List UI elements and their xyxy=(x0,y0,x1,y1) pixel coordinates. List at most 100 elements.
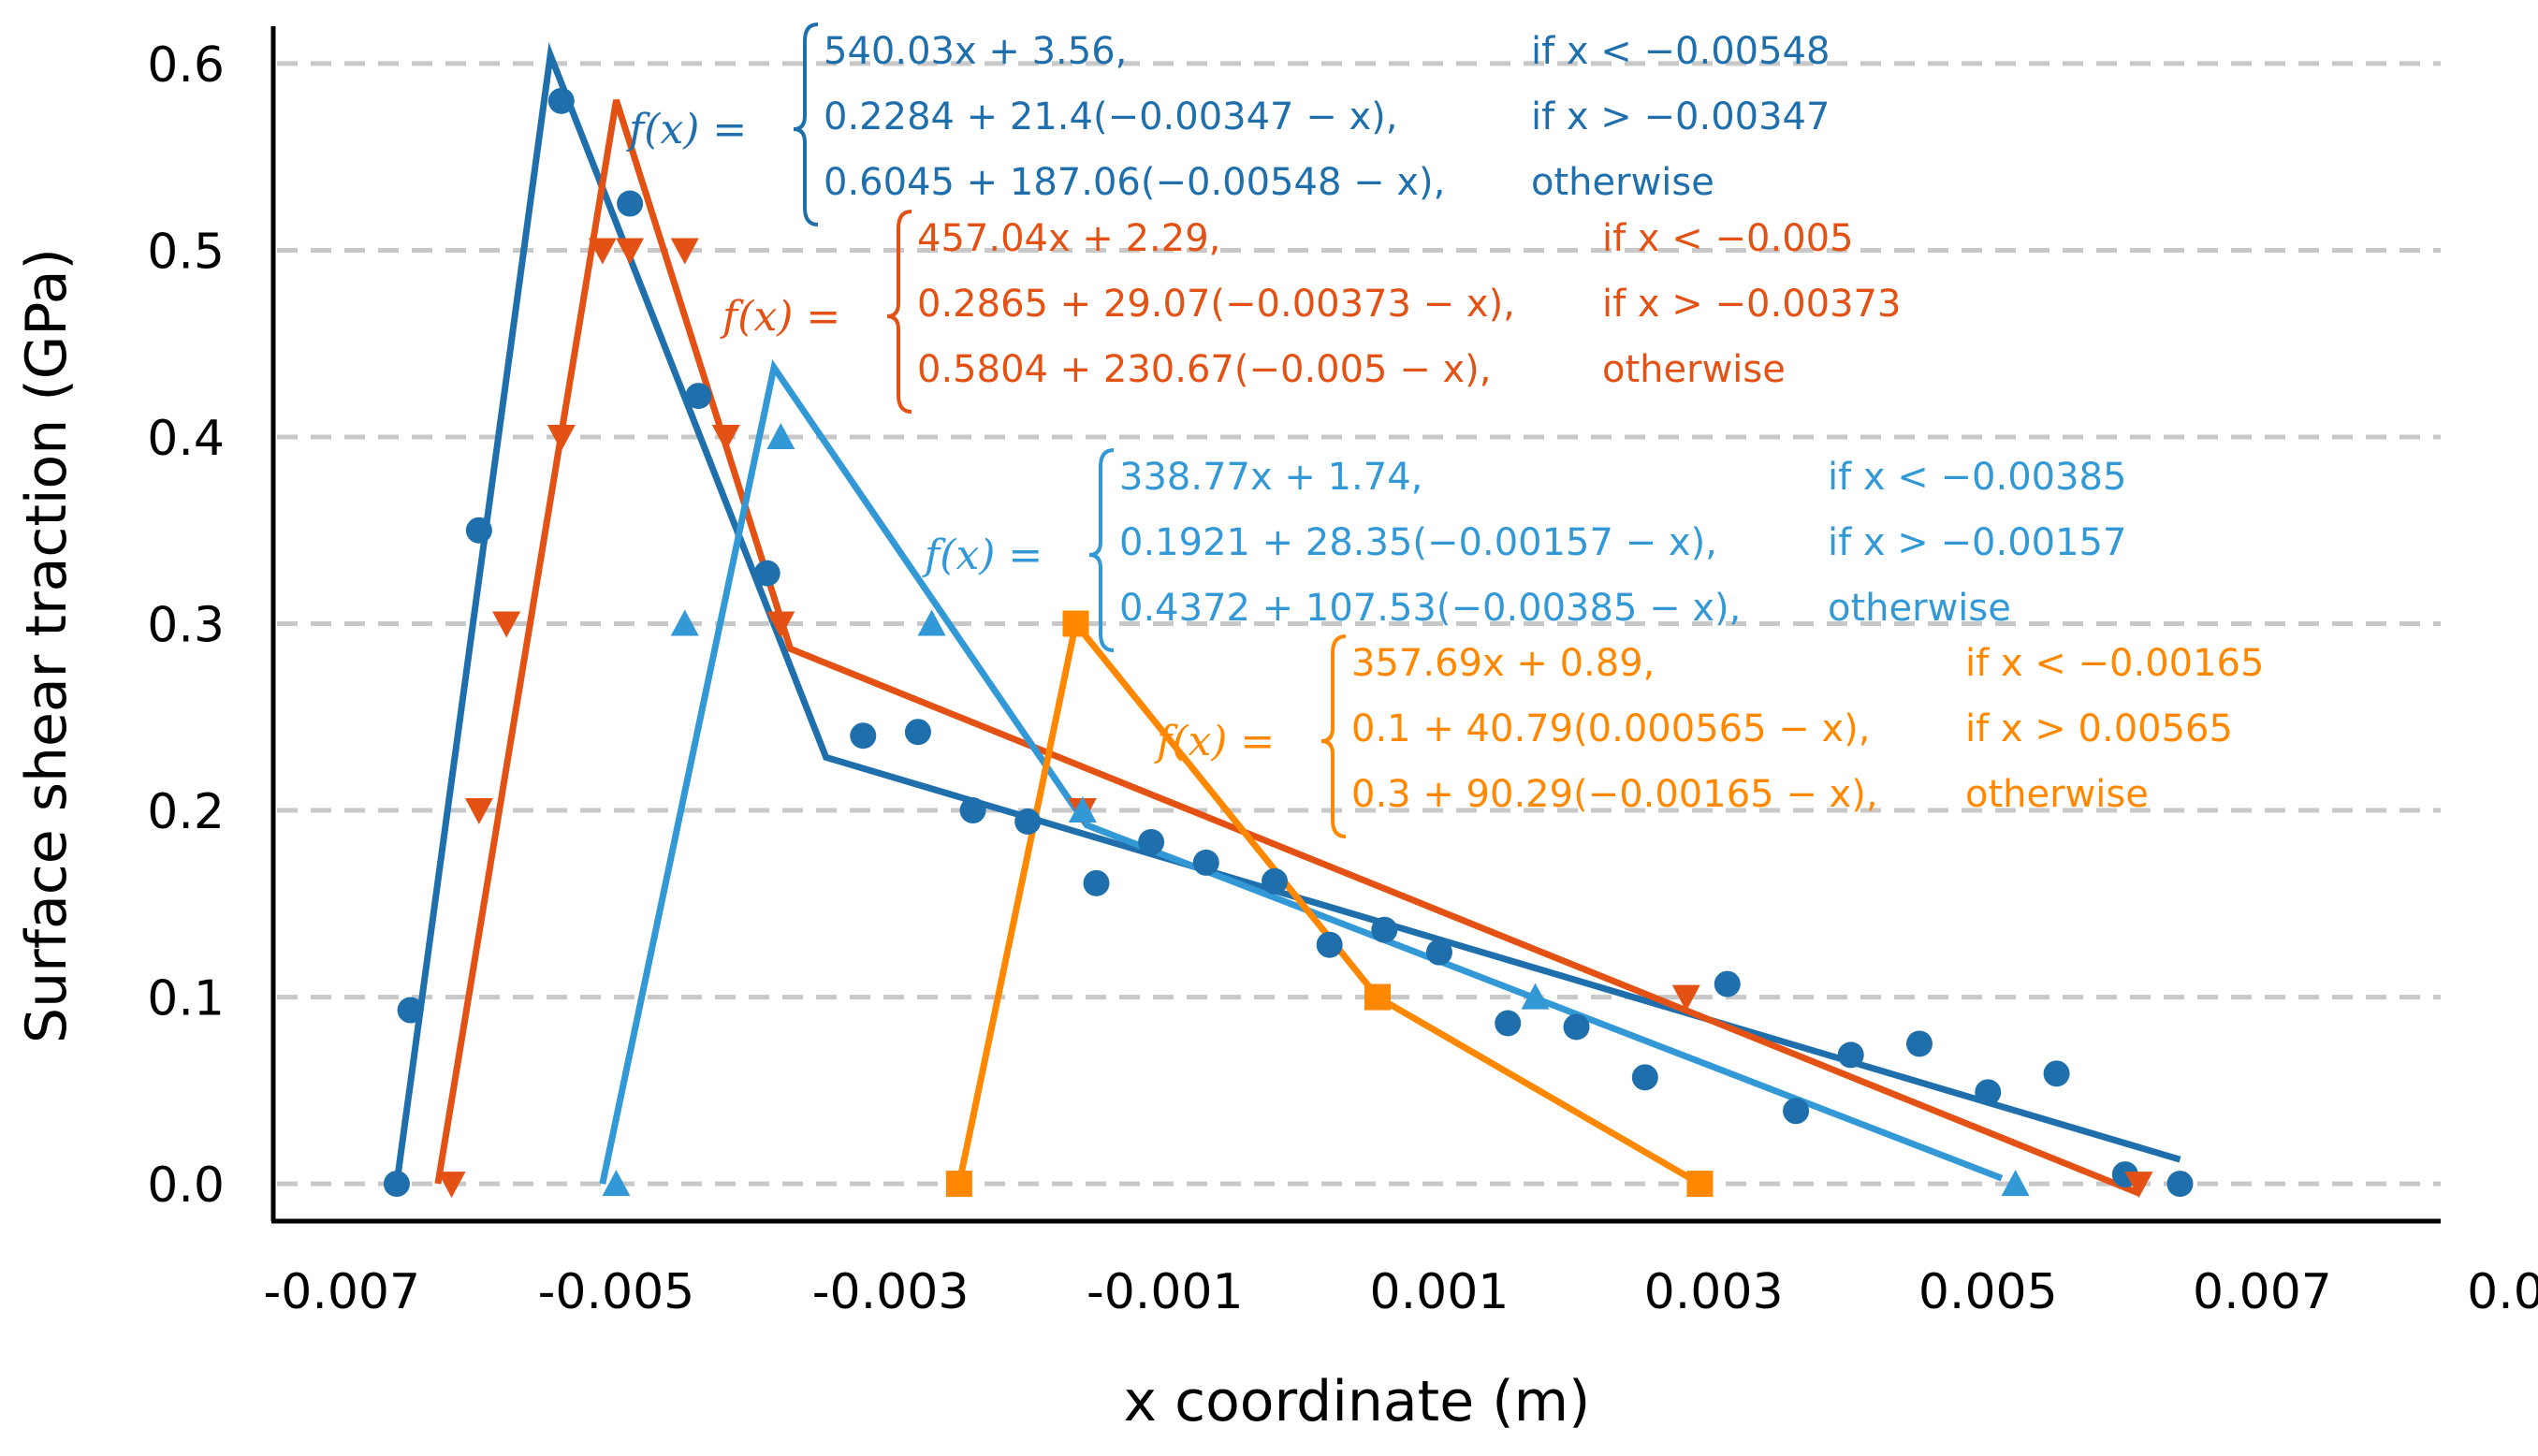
data-point-triangle-down xyxy=(670,238,699,265)
data-point-circle xyxy=(1714,970,1741,997)
data-point-triangle-down xyxy=(616,238,645,265)
data-point-triangle-down xyxy=(492,611,521,638)
equation-condition: if x < −0.00548 xyxy=(1531,30,1830,73)
data-point-circle xyxy=(1495,1010,1522,1037)
data-point-circle xyxy=(1905,1030,1933,1057)
data-point-circle xyxy=(1192,849,1219,876)
equation-condition: otherwise xyxy=(1828,587,2011,630)
y-tick-label: 0.4 xyxy=(147,411,225,467)
data-point-circle xyxy=(465,517,492,544)
data-point-triangle-down xyxy=(547,424,576,451)
equation-brace xyxy=(1320,634,1347,838)
equation-brace xyxy=(793,22,819,226)
equation-condition: otherwise xyxy=(1531,161,1714,204)
data-point-triangle-up xyxy=(1521,983,1550,1010)
data-point-circle xyxy=(1975,1079,2002,1106)
x-tick-label: -0.005 xyxy=(538,1264,695,1320)
equation-expression: 0.1921 + 28.35(−0.00157 − x), xyxy=(1119,521,1717,564)
y-tick-label: 0.0 xyxy=(147,1158,225,1214)
equation-expression: 338.77x + 1.74, xyxy=(1119,456,1422,499)
equation-expression: 0.4372 + 107.53(−0.00385 − x), xyxy=(1119,587,1741,630)
x-axis-label: x coordinate (m) xyxy=(1124,1369,1591,1434)
x-tick-label: 0.001 xyxy=(1370,1264,1510,1320)
data-point-circle xyxy=(1631,1064,1658,1091)
y-axis-label: Surface shear traction (GPa) xyxy=(14,248,80,1043)
data-point-circle xyxy=(959,797,986,824)
data-point-circle xyxy=(2166,1171,2194,1198)
data-point-circle xyxy=(1083,869,1110,896)
equation-2: f(x) = 457.04x + 2.29, if x < −0.005 0.2865… xyxy=(720,210,1901,414)
equation-condition: if x > −0.00347 xyxy=(1531,95,1830,138)
data-point-circle xyxy=(617,190,644,217)
equation-expression: 357.69x + 0.89, xyxy=(1351,642,1655,685)
y-tick-label: 0.6 xyxy=(147,37,225,94)
equation-condition: if x > −0.00373 xyxy=(1602,283,1901,326)
data-point-circle xyxy=(1783,1098,1810,1125)
x-tick-labels: -0.007 -0.005 -0.003 -0.001 0.001 0.003 0.005 0… xyxy=(263,1264,2538,1320)
data-point-triangle-down xyxy=(588,238,617,265)
data-point-triangle-down xyxy=(437,1172,466,1199)
equation-condition: if x > 0.00565 xyxy=(1965,707,2233,750)
fit-equations: f(x) = 540.03x + 3.56, if x < −0.00548 0.22… xyxy=(626,22,2264,838)
data-point-triangle-down xyxy=(766,611,795,638)
equation-expression: 0.5804 + 230.67(−0.005 − x), xyxy=(917,348,1491,391)
data-point-circle xyxy=(1138,828,1165,855)
equation-lhs: f(x) = xyxy=(626,106,747,153)
equation-4: f(x) = 357.69x + 0.89, if x < −0.00165 0.1 … xyxy=(1154,634,2264,838)
equation-expression: 0.3 + 90.29(−0.00165 − x), xyxy=(1351,773,1878,816)
data-point-circle xyxy=(753,560,780,587)
data-point-triangle-up xyxy=(1068,796,1097,823)
equation-1: f(x) = 540.03x + 3.56, if x < −0.00548 0.22… xyxy=(626,22,1830,226)
equation-expression: 540.03x + 3.56, xyxy=(824,30,1127,73)
data-point-triangle-up xyxy=(602,1170,631,1197)
equation-condition: otherwise xyxy=(1602,348,1786,391)
grid-lines xyxy=(277,61,2441,1187)
equation-condition: otherwise xyxy=(1965,773,2149,816)
data-markers xyxy=(383,87,2194,1199)
data-point-circle xyxy=(850,722,877,750)
y-tick-label: 0.5 xyxy=(147,224,225,280)
equation-expression: 0.1 + 40.79(0.000565 − x), xyxy=(1351,707,1870,750)
fit-line-4 xyxy=(955,616,1702,1187)
data-point-square xyxy=(945,1171,972,1198)
data-point-circle xyxy=(383,1171,410,1198)
data-point-square xyxy=(1062,610,1089,637)
data-point-triangle-up xyxy=(2001,1170,2030,1197)
data-point-circle xyxy=(2043,1060,2070,1087)
equation-condition: if x > −0.00157 xyxy=(1828,521,2126,564)
data-point-triangle-up xyxy=(766,422,795,449)
data-point-circle xyxy=(1425,939,1452,966)
x-tick-label: -0.007 xyxy=(263,1264,420,1320)
x-tick-label: -0.003 xyxy=(812,1264,970,1320)
data-point-circle xyxy=(904,719,931,746)
equation-expression: 0.6045 + 187.06(−0.00548 − x), xyxy=(824,161,1445,204)
equation-condition: if x < −0.00385 xyxy=(1828,456,2126,499)
y-tick-label: 0.3 xyxy=(147,598,225,654)
y-tick-label: 0.1 xyxy=(147,971,225,1027)
data-point-triangle-down xyxy=(711,424,740,451)
equation-lhs: f(x) = xyxy=(922,531,1043,579)
data-point-square xyxy=(1686,1171,1714,1198)
equation-3: f(x) = 338.77x + 1.74, if x < −0.00385 0.19… xyxy=(922,448,2126,652)
equation-condition: if x < −0.00165 xyxy=(1965,642,2264,685)
equation-expression: 0.2284 + 21.4(−0.00347 − x), xyxy=(824,95,1397,138)
equation-lhs: f(x) = xyxy=(1154,718,1275,765)
fit-lines xyxy=(393,42,2181,1197)
equation-lhs: f(x) = xyxy=(720,293,840,341)
equation-condition: if x < −0.005 xyxy=(1602,217,1854,260)
data-point-circle xyxy=(1014,808,1042,836)
x-tick-label: 0.009 xyxy=(2467,1264,2538,1320)
data-point-circle xyxy=(1563,1013,1590,1041)
fit-line-2 xyxy=(434,98,2140,1197)
data-point-triangle-down xyxy=(1671,984,1700,1012)
equation-brace xyxy=(1088,448,1115,652)
data-point-triangle-down xyxy=(2124,1172,2153,1199)
data-point-square xyxy=(1364,983,1391,1011)
data-point-circle xyxy=(1316,931,1343,958)
data-point-triangle-up xyxy=(670,609,699,636)
y-tick-labels: 0.0 0.1 0.2 0.3 0.4 0.5 0.6 xyxy=(147,37,225,1214)
equation-brace xyxy=(886,210,912,414)
x-tick-label: 0.003 xyxy=(1644,1264,1784,1320)
x-tick-label: -0.001 xyxy=(1087,1264,1244,1320)
